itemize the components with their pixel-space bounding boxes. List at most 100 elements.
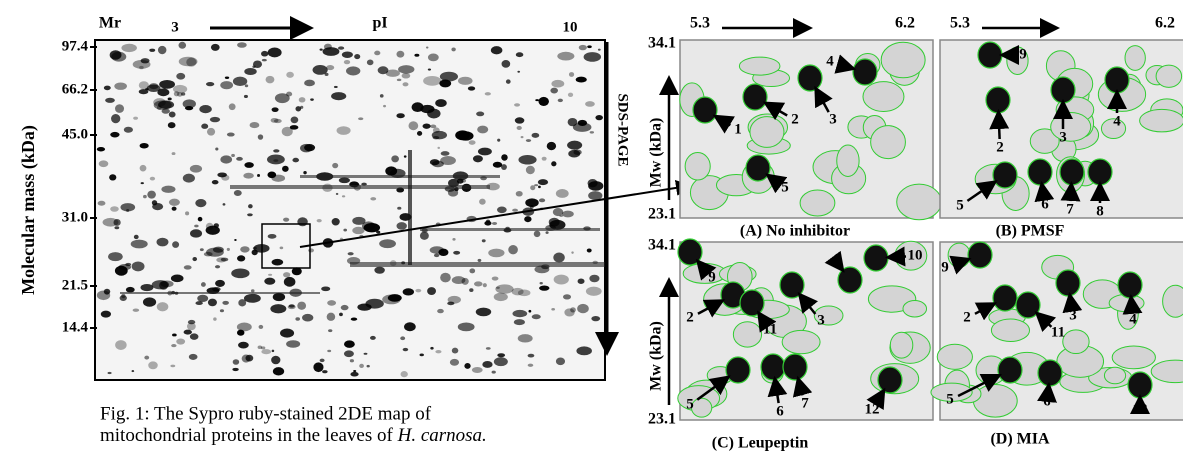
gel-spot [370,197,377,201]
gel-spot [587,178,598,188]
spot-arrow [695,258,717,281]
gel-spot [435,349,442,354]
panel: 9 2 113 4 5 6 12 (D) MIA [930,241,1183,448]
gel-spot [326,312,336,321]
gel-spot [473,281,483,287]
gel-spot [130,239,148,249]
spot [977,41,1003,69]
gel-spot [491,221,498,225]
gel-spot [587,45,592,49]
gel-spot [440,151,450,156]
gel-spot [496,206,507,214]
gel-spot [300,105,304,109]
gel-spot [402,347,409,352]
gel-spot [427,108,441,119]
gel-spot [288,304,295,308]
gel-spot [430,346,434,350]
gel-spot [182,99,196,109]
gel-spot [267,233,277,239]
gel-spot [189,164,203,173]
gel-spot [139,164,147,172]
spot [779,271,805,299]
gel-spot [176,72,186,80]
gel-spot [181,92,186,96]
gel-spot [232,76,248,87]
gel-spot [505,79,511,84]
gel-spot [201,123,209,129]
gel-spot [361,182,367,186]
spot [1055,269,1081,297]
gel-spot [171,344,177,348]
gel-spot [244,162,254,168]
spot-outline [749,116,785,148]
gel-spot [206,82,215,87]
spot [745,154,771,182]
zoom-mw-label: Mw (kDa) [648,321,665,391]
spot-number: 1 [734,121,742,137]
gel-spot [571,251,574,254]
spot-number: 4 [1113,113,1121,129]
gel-spot [297,217,308,227]
gel-spot [563,294,572,300]
gel-spot [190,229,203,238]
gel-spot [391,155,399,163]
gel-spot [439,79,452,88]
gel-spot [432,127,440,134]
spot-number: 6 [776,403,784,419]
gel-spot [415,288,422,293]
gel-spot [121,43,137,53]
gel-spot [216,257,227,263]
spot-outline [896,183,942,221]
gel-spot [586,248,592,253]
caption-species: H. carnosa. [397,425,487,446]
gel-spot [427,68,432,71]
gel-spot [513,319,525,326]
gel-spot [214,265,221,269]
gel-spot [237,255,246,262]
gel-spot [555,357,566,366]
gel-spot [186,57,197,67]
gel-spot [553,274,569,285]
gel-spot [220,155,233,164]
gel-spot [153,100,172,110]
gel-spot [551,161,557,167]
gel-spot [281,126,293,137]
spot-outline [813,305,844,326]
gel-spot [403,155,407,158]
gel-spot [267,47,282,58]
spot [692,96,718,124]
spot-outline [732,321,763,348]
spot-outline [862,81,905,112]
gel-spot [453,250,461,255]
gel-spot [244,84,249,88]
spot-arrow [1037,381,1057,403]
spot [1117,271,1143,299]
spot-number: 2 [686,309,694,325]
gel-spot [451,276,466,285]
gel-spot [567,117,578,127]
spot-outline [1111,345,1156,370]
gel-spot [585,101,595,107]
gel-spot [97,200,106,206]
gel-spot [538,198,546,203]
spot-outline [990,318,1031,343]
gel-spot [419,231,429,240]
gel-spot [220,257,229,262]
gel-spot [538,185,541,189]
gel-spot [387,294,402,302]
gel-spot [176,92,183,97]
gel-spot [149,48,156,52]
zoom-pi: 5.3 [950,15,970,32]
spot-outline [880,41,926,79]
gel-spot [469,268,476,274]
gel-spot [344,340,355,348]
gel-spot [264,277,276,285]
spot-outline [1062,329,1090,355]
gel-spot [451,347,459,354]
gel-spot [538,96,549,106]
spot-number: 6 [1043,393,1051,409]
zoom-pi: 5.3 [690,15,710,32]
gel-spot [100,310,111,318]
gel-spot [518,154,537,165]
gel-spot [195,198,207,208]
